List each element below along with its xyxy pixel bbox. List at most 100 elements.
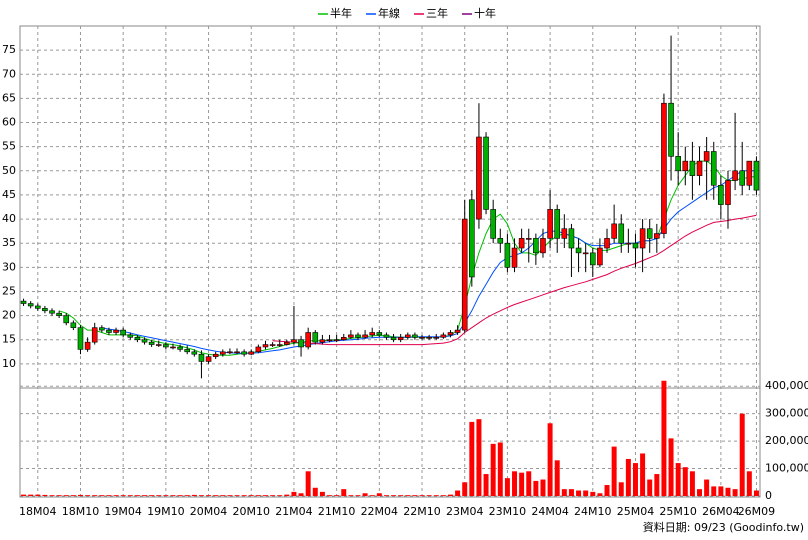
candle-body xyxy=(718,184,724,205)
volume-bar xyxy=(77,494,83,496)
volume-bar xyxy=(483,474,489,496)
x-tick-label: 20M04 xyxy=(190,505,228,518)
volume-bar xyxy=(547,423,553,496)
candle-body xyxy=(404,334,411,338)
y-tick-label: 65 xyxy=(2,91,16,104)
y-tick-label: 30 xyxy=(2,260,16,273)
volume-bar xyxy=(533,480,539,496)
volume-bar xyxy=(711,486,717,496)
volume-bar xyxy=(618,482,624,496)
volume-bar xyxy=(56,495,62,496)
volume-bar xyxy=(490,443,496,496)
volume-bar xyxy=(369,495,375,496)
volume-bar xyxy=(561,489,567,496)
candle-body xyxy=(42,308,48,312)
candle-body xyxy=(483,136,489,210)
x-tick-label: 19M10 xyxy=(147,505,185,518)
candle-body xyxy=(639,228,646,249)
plot-frame xyxy=(19,25,761,498)
candle-body xyxy=(70,322,77,328)
volume-bar xyxy=(248,495,254,496)
volume-bar xyxy=(526,471,532,496)
x-tick-label: 23M10 xyxy=(489,505,527,518)
candle-body xyxy=(326,339,333,342)
legend-label: 半年 xyxy=(330,6,352,20)
candle-body xyxy=(561,228,568,239)
y-tick-label: 75 xyxy=(2,43,16,56)
volume-bar xyxy=(597,493,603,496)
candle-body xyxy=(476,136,482,220)
volume-bar xyxy=(170,495,176,496)
volume-bar xyxy=(512,471,518,496)
volume-bar xyxy=(305,471,311,496)
candle-body xyxy=(120,329,126,336)
volume-bar xyxy=(206,495,212,496)
volume-bar xyxy=(99,495,105,496)
candle-body xyxy=(604,238,610,249)
candle-body xyxy=(284,341,290,345)
candle-body xyxy=(170,346,176,349)
candle-body xyxy=(525,238,532,240)
candle-body xyxy=(369,332,376,336)
y2-tick-label: 100,000 xyxy=(765,462,808,475)
candle-body xyxy=(625,242,632,245)
volume-bar xyxy=(284,494,290,496)
footer: 資料日期: 09/23 (Goodinfo.tw) xyxy=(643,520,804,534)
candle-body xyxy=(518,238,525,249)
candle-body xyxy=(746,160,753,186)
candle-body xyxy=(227,351,233,354)
candle-body xyxy=(191,351,198,355)
y-tick-label: 45 xyxy=(2,188,16,201)
volume-bar xyxy=(469,421,475,496)
volume-bar xyxy=(661,380,667,496)
volume-bar xyxy=(426,495,432,496)
volume-bar xyxy=(35,494,41,496)
volume-bar xyxy=(92,495,98,496)
x-tick-label: 26M09 xyxy=(738,505,776,518)
x-tick-label: 25M10 xyxy=(659,505,697,518)
volume-bar xyxy=(654,474,660,496)
volume-bar xyxy=(362,493,368,496)
candle-body xyxy=(333,339,340,342)
candle-body xyxy=(184,349,191,353)
candle-body xyxy=(155,344,162,346)
candle-body xyxy=(134,337,141,341)
candle-body xyxy=(34,305,41,309)
volume-bar xyxy=(156,495,162,496)
candle-body xyxy=(739,170,746,186)
candle-body xyxy=(383,334,390,338)
y2-tick-label: 400,000 xyxy=(765,379,808,392)
x-tick-label: 26M04 xyxy=(702,505,740,518)
y-tick-label: 10 xyxy=(2,357,16,370)
candle-body xyxy=(547,209,553,239)
y2-tick-label: 0 xyxy=(765,489,772,502)
volume-bar xyxy=(348,495,354,496)
volume-bar xyxy=(383,495,389,496)
candle-body xyxy=(461,218,468,331)
candle-body xyxy=(56,312,62,316)
candle-body xyxy=(348,334,354,338)
volume-bar xyxy=(234,495,240,496)
x-tick-label: 19M04 xyxy=(104,505,142,518)
candle-body xyxy=(725,180,731,205)
volume-bar xyxy=(682,467,688,496)
volume-bar xyxy=(476,419,482,496)
candle-body xyxy=(99,327,105,331)
x-tick-label: 18M04 xyxy=(19,505,57,518)
volume-bar xyxy=(184,495,190,496)
candle-body xyxy=(262,344,269,348)
volume-bar xyxy=(241,495,247,496)
candle-body xyxy=(654,233,660,239)
candle-body xyxy=(682,160,689,172)
candle-body xyxy=(376,332,383,336)
volume-bar xyxy=(739,413,745,496)
volume-bar xyxy=(142,495,148,496)
volume-bar xyxy=(647,479,653,496)
volume-bar xyxy=(440,495,446,496)
x-tick-label: 18M10 xyxy=(62,505,100,518)
candle-body xyxy=(355,334,361,338)
y-tick-label: 50 xyxy=(2,164,16,177)
volume-bar xyxy=(113,495,119,496)
volume-bar xyxy=(433,495,439,496)
